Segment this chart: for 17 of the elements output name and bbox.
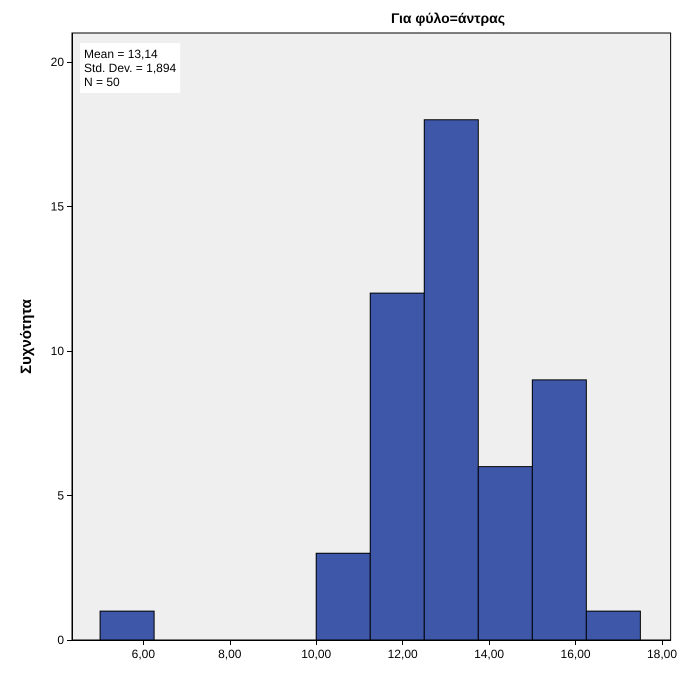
x-tick-label: 14,00 <box>474 647 504 661</box>
annotation: N = 50 <box>84 75 120 89</box>
y-tick-label: 10 <box>50 344 64 358</box>
y-tick-label: 20 <box>50 54 64 69</box>
y-tick-label: 5 <box>57 488 64 502</box>
x-tick-label: 8,00 <box>218 647 242 661</box>
chart-title: Για φύλο=άντρας <box>390 10 506 26</box>
y-tick-label: 15 <box>50 199 64 214</box>
y-tick-label: 0 <box>57 633 64 647</box>
y-axis-title: Συχνότητα <box>18 298 35 374</box>
annotation: Std. Dev. = 1,894 <box>84 61 176 75</box>
x-tick-label: 18,00 <box>646 647 678 661</box>
x-tick-label: 12,00 <box>388 647 418 661</box>
annotation: Mean = 13,14 <box>84 47 158 61</box>
x-tick-label: 6,00 <box>132 647 156 661</box>
x-tick-label: 10,00 <box>301 647 332 661</box>
x-tick-label: 16,00 <box>560 647 591 661</box>
